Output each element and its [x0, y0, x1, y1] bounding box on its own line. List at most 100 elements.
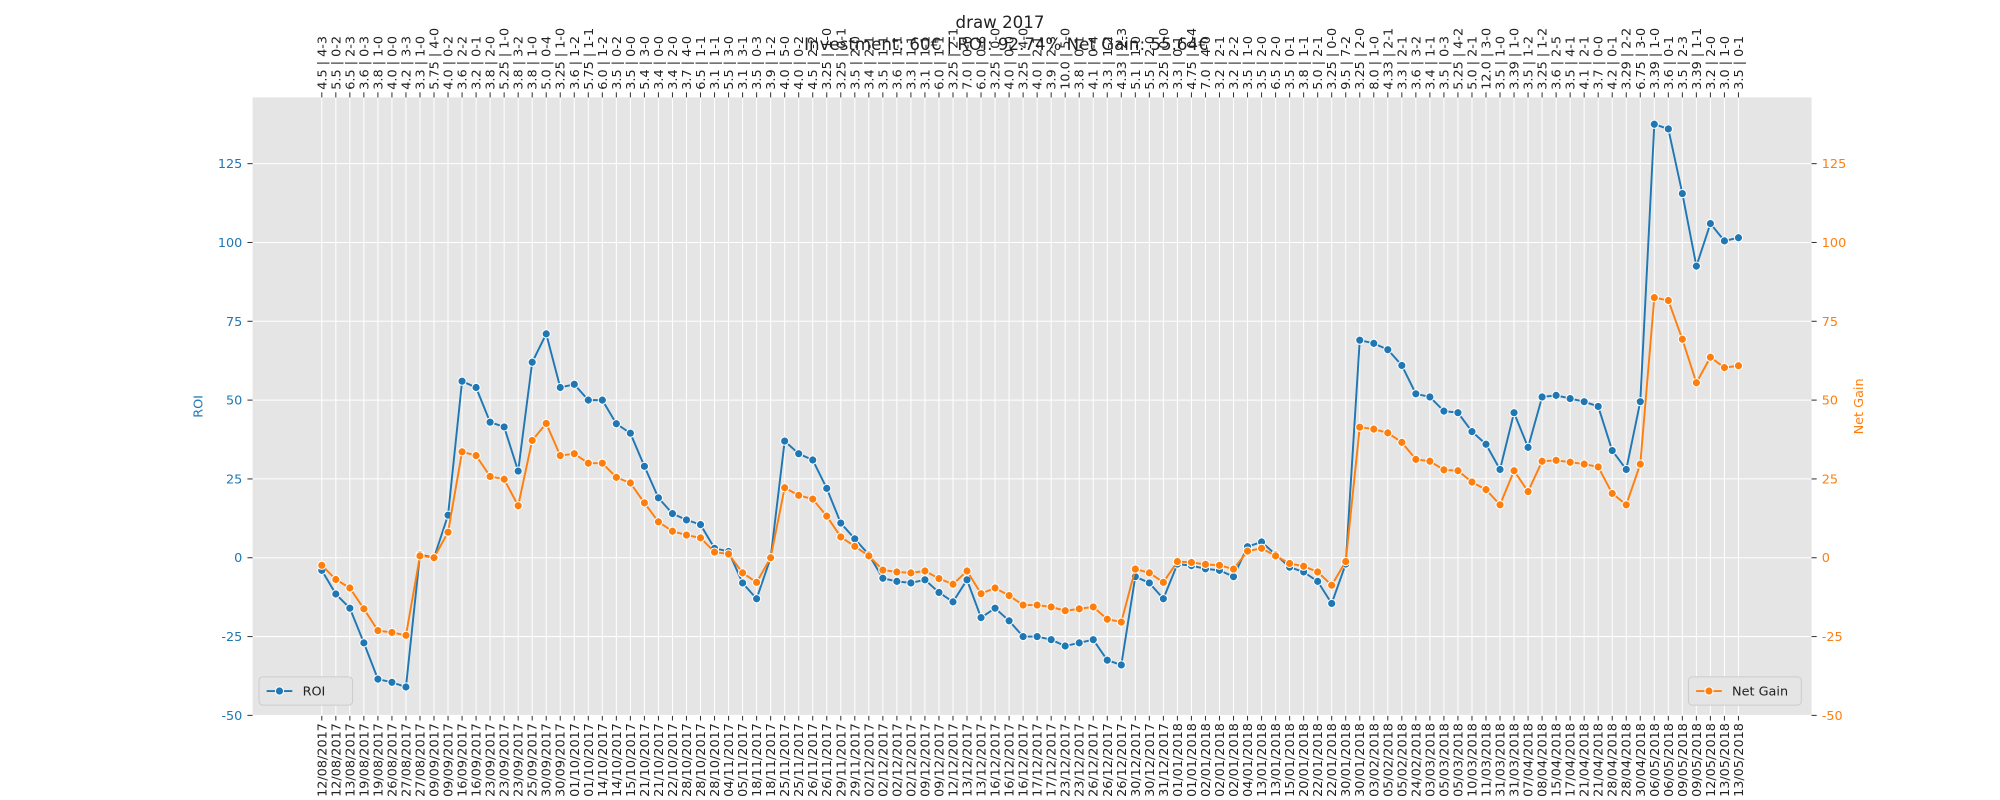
top-tick-label: 3.6 | 3-2: [1409, 36, 1424, 90]
top-tick-label: 3.0 | 1-0: [1718, 36, 1733, 90]
x-tick-label: 30/09/2017: [540, 723, 555, 797]
x-tick-label: 05/03/2018: [1437, 723, 1452, 797]
top-tick-label: 3.5 | 0-0: [624, 36, 639, 90]
data-point: [1116, 617, 1126, 627]
legend-label: ROI: [303, 685, 326, 700]
legend-marker: [274, 686, 285, 696]
x-tick-label: 06/05/2018: [1648, 723, 1663, 797]
data-point: [906, 568, 916, 578]
data-point: [1158, 577, 1168, 587]
top-tick-label: 7.0 | 4-0: [1199, 36, 1214, 90]
data-point: [1733, 361, 1744, 371]
data-point: [1719, 363, 1730, 373]
data-point: [1649, 119, 1659, 129]
x-tick-label: 09/09/2017: [442, 723, 457, 797]
x-tick-label: 12/12/2017: [946, 723, 961, 797]
data-point: [723, 549, 734, 559]
data-point: [1383, 428, 1393, 438]
data-point: [1551, 390, 1561, 400]
top-tick-label: 3.5 | 1-1: [876, 36, 891, 90]
x-tick-label: 30/09/2017: [554, 723, 569, 797]
y2-tick-label: 25: [1822, 472, 1838, 487]
top-tick-label: 3.8 | 2-0: [484, 36, 499, 90]
x-tick-label: 02/12/2017: [904, 723, 919, 797]
data-point: [1355, 422, 1365, 432]
y2-tick-label: 75: [1822, 315, 1838, 330]
data-point: [471, 382, 481, 393]
x-tick-label: 30/12/2017: [1143, 723, 1158, 797]
top-tick-label: 3.5 | 4-1: [1564, 36, 1579, 90]
x-tick-label: 06/05/2018: [1662, 723, 1677, 797]
x-tick-label: 02/01/2018: [1199, 723, 1214, 797]
data-point: [948, 597, 958, 607]
x-tick-label: 02/01/2018: [1213, 723, 1228, 797]
data-point: [1004, 616, 1014, 626]
data-point: [751, 594, 762, 604]
data-point: [1635, 459, 1645, 469]
x-tick-label: 09/05/2018: [1676, 723, 1691, 797]
data-point: [1285, 558, 1295, 569]
data-point: [401, 630, 411, 640]
top-tick-label: 3.2 | 2-0: [1704, 36, 1719, 90]
x-tick-label: 28/10/2017: [694, 723, 709, 797]
x-tick-label: 02/12/2017: [862, 723, 877, 797]
data-point: [345, 583, 355, 593]
top-tick-label: 3.5 | 1-2: [1522, 36, 1537, 90]
data-point: [1635, 397, 1645, 407]
data-point: [415, 551, 425, 561]
data-point: [387, 677, 397, 687]
top-tick-label: 6.0 | 1-1: [932, 36, 947, 90]
y-tick-label: 125: [218, 157, 242, 172]
data-point: [1551, 455, 1561, 465]
x-tick-label: 16/09/2017: [470, 723, 485, 797]
data-point: [1411, 454, 1421, 464]
data-point: [499, 474, 509, 484]
top-tick-label: 3.5 | 1-0: [1241, 36, 1256, 90]
x-tick-label: 07/04/2018: [1522, 723, 1537, 797]
data-point: [1607, 445, 1617, 456]
data-point: [1565, 393, 1575, 404]
data-point: [1663, 124, 1673, 134]
x-tick-label: 15/04/2018: [1550, 723, 1565, 797]
data-point: [1719, 236, 1730, 246]
x-tick-label: 25/09/2017: [526, 723, 541, 797]
data-point: [527, 357, 537, 367]
data-point: [878, 565, 888, 575]
data-point: [1481, 439, 1491, 449]
data-point: [948, 579, 958, 589]
x-tick-label: 14/10/2017: [610, 723, 625, 797]
top-tick-label: 3.5 | 0-1: [1732, 36, 1747, 90]
data-point: [1467, 477, 1477, 487]
top-tick-label: 3.4 | 2-0: [666, 36, 681, 90]
x-tick-label: 22/10/2017: [666, 723, 681, 797]
data-point: [345, 603, 355, 613]
top-tick-label: 3.8 | 0-1: [1073, 36, 1088, 90]
top-tick-label: 12.0 | 3-0: [1479, 28, 1494, 90]
data-point: [1705, 352, 1716, 362]
x-tick-label: 13/08/2017: [343, 723, 358, 797]
data-point: [653, 517, 664, 527]
top-tick-label: 3.25 | 4-0: [1017, 28, 1032, 90]
data-point: [1565, 457, 1575, 467]
chart-title: draw 2017: [956, 13, 1045, 32]
top-tick-label: 3.7 | 0-0: [1592, 36, 1607, 90]
x-tick-label: 28/04/2018: [1606, 723, 1621, 797]
data-point: [1172, 556, 1183, 567]
data-point: [1144, 578, 1154, 588]
data-point: [1186, 557, 1197, 568]
data-point: [737, 578, 748, 588]
data-point: [822, 511, 832, 521]
top-tick-label: 5.25 | 4-2: [1451, 28, 1466, 90]
data-point: [1453, 408, 1463, 418]
legend-marker: [1704, 686, 1714, 696]
data-point: [751, 577, 762, 587]
data-point: [1088, 602, 1098, 612]
legend-label: Net Gain: [1732, 685, 1788, 700]
y2-tick-label: -50: [1822, 709, 1843, 724]
data-point: [1425, 456, 1435, 466]
data-point: [1341, 556, 1351, 567]
data-point: [794, 449, 804, 459]
top-tick-label: 3.6 | 0-1: [1662, 36, 1677, 90]
data-point: [485, 471, 495, 482]
top-tick-label: 3.1 | 3-1: [736, 36, 751, 90]
